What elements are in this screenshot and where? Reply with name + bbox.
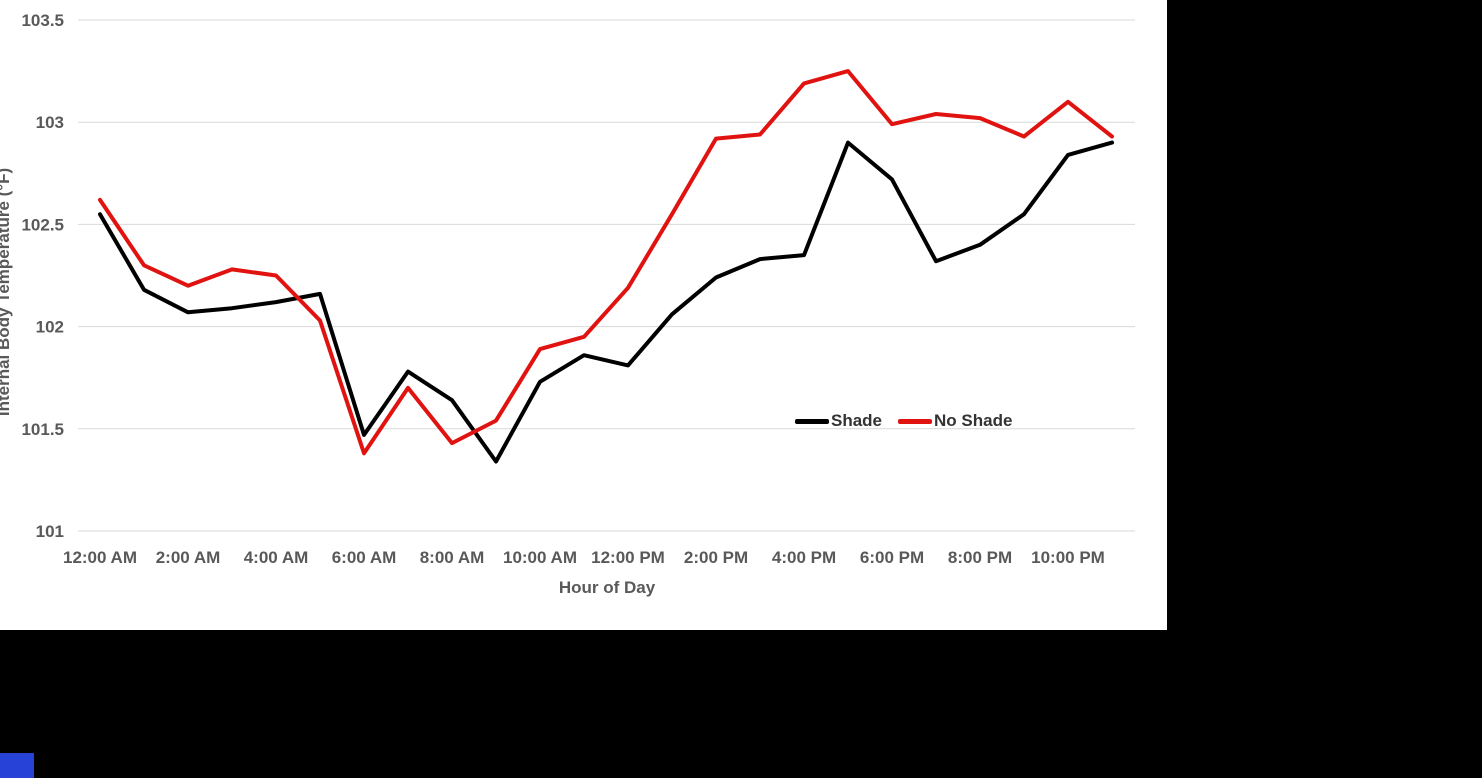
x-tick-label: 4:00 PM bbox=[772, 548, 836, 567]
legend-label-shade: Shade bbox=[831, 411, 883, 430]
y-axis-title: Internal Body Temperature (°F) bbox=[0, 167, 13, 417]
y-tick-label: 101 bbox=[36, 522, 64, 541]
series-line-no-shade bbox=[98, 69, 1114, 456]
legend: Shade No Shade bbox=[795, 411, 1012, 431]
x-tick-label: 6:00 PM bbox=[860, 548, 924, 567]
letterbox-right bbox=[1167, 0, 1482, 778]
series-line-shade bbox=[98, 140, 1114, 464]
letterbox-bottom bbox=[0, 630, 1167, 778]
y-tick-label: 103.5 bbox=[21, 11, 64, 30]
x-tick-label: 2:00 AM bbox=[156, 548, 221, 567]
blue-corner-badge bbox=[0, 753, 34, 778]
no-shade-line-swatch bbox=[898, 418, 933, 424]
x-tick-label: 6:00 AM bbox=[332, 548, 397, 567]
x-tick-label: 8:00 PM bbox=[948, 548, 1012, 567]
x-tick-label: 12:00 AM bbox=[63, 548, 137, 567]
temperature-line-chart: 101 101.5 102 102.5 103 103.5 12:00 AM 2:00 AM 4… bbox=[21, 11, 1135, 567]
legend-label-no-shade: No Shade bbox=[934, 411, 1013, 430]
y-tick-label: 101.5 bbox=[21, 420, 64, 439]
legend-item-no-shade: No Shade bbox=[898, 411, 1012, 431]
y-tick-label: 103 bbox=[36, 113, 64, 132]
x-tick-label: 10:00 PM bbox=[1031, 548, 1105, 567]
y-tick-label: 102 bbox=[36, 318, 64, 337]
x-tick-label: 8:00 AM bbox=[420, 548, 485, 567]
x-tick-label: 10:00 AM bbox=[503, 548, 577, 567]
x-tick-label: 4:00 AM bbox=[244, 548, 309, 567]
legend-item-shade: Shade bbox=[795, 411, 882, 431]
chart-panel: 101 101.5 102 102.5 103 103.5 12:00 AM 2:00 AM 4… bbox=[0, 0, 1167, 630]
x-tick-label: 12:00 PM bbox=[591, 548, 665, 567]
y-tick-label: 102.5 bbox=[21, 215, 64, 234]
shade-line-swatch bbox=[795, 418, 829, 424]
x-axis-title: Hour of Day bbox=[558, 578, 656, 597]
x-tick-label: 2:00 PM bbox=[684, 548, 748, 567]
